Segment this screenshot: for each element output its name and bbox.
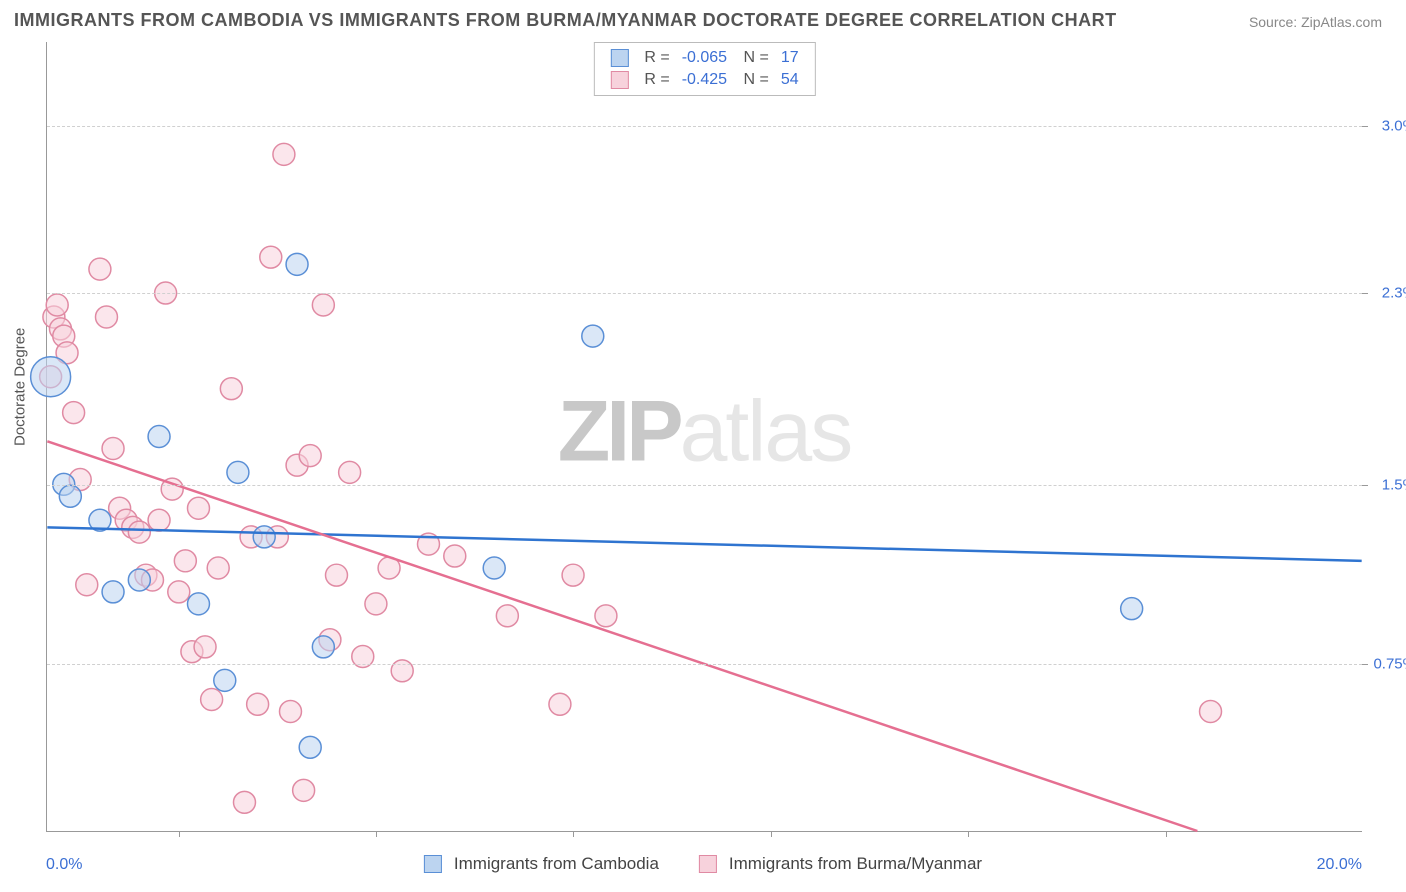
point-burma [46, 294, 68, 316]
n-value-cambodia: 17 [775, 47, 805, 69]
point-burma [339, 461, 361, 483]
y-tick-label: 2.3% [1382, 285, 1406, 302]
point-burma [326, 564, 348, 586]
point-burma [63, 402, 85, 424]
point-burma [233, 791, 255, 813]
point-burma [562, 564, 584, 586]
point-burma [89, 258, 111, 280]
chart-plot-area: ZIPatlas R = -0.065 N = 17 R = -0.425 N … [46, 42, 1362, 832]
point-cambodia [582, 325, 604, 347]
n-label: N = [733, 47, 775, 69]
point-burma [148, 509, 170, 531]
point-burma [102, 437, 124, 459]
point-burma [391, 660, 413, 682]
point-burma [168, 581, 190, 603]
gridline-h [47, 664, 1362, 665]
legend-item-burma: Immigrants from Burma/Myanmar [699, 854, 982, 874]
point-burma [194, 636, 216, 658]
legend-label-cambodia: Immigrants from Cambodia [454, 854, 659, 874]
point-burma [595, 605, 617, 627]
r-value-cambodia: -0.065 [676, 47, 733, 69]
point-burma [279, 700, 301, 722]
legend-row-cambodia: R = -0.065 N = 17 [604, 47, 804, 69]
point-cambodia [102, 581, 124, 603]
point-burma [260, 246, 282, 268]
point-cambodia [483, 557, 505, 579]
point-burma [247, 693, 269, 715]
point-cambodia [187, 593, 209, 615]
x-axis-min-label: 0.0% [46, 856, 82, 874]
n-label: N = [733, 69, 775, 91]
point-cambodia [1121, 598, 1143, 620]
point-cambodia [286, 253, 308, 275]
point-burma [549, 693, 571, 715]
point-burma [273, 143, 295, 165]
swatch-cambodia [610, 49, 628, 67]
point-cambodia [227, 461, 249, 483]
point-cambodia [148, 426, 170, 448]
plot-svg [47, 42, 1362, 831]
trendline-burma [47, 441, 1197, 831]
point-burma [76, 574, 98, 596]
gridline-h [47, 293, 1362, 294]
point-burma [128, 521, 150, 543]
point-cambodia [299, 736, 321, 758]
point-burma [299, 445, 321, 467]
y-tick-label: 1.5% [1382, 476, 1406, 493]
point-burma [312, 294, 334, 316]
point-burma [1200, 700, 1222, 722]
y-axis-title: Doctorate Degree [12, 328, 29, 446]
point-burma [174, 550, 196, 572]
swatch-burma-bottom [699, 855, 717, 873]
point-cambodia [312, 636, 334, 658]
r-value-burma: -0.425 [676, 69, 733, 91]
y-tick-label: 3.0% [1382, 117, 1406, 134]
legend-row-burma: R = -0.425 N = 54 [604, 69, 804, 91]
legend-label-burma: Immigrants from Burma/Myanmar [729, 854, 982, 874]
point-burma [207, 557, 229, 579]
point-burma [95, 306, 117, 328]
point-cambodia [128, 569, 150, 591]
gridline-h [47, 126, 1362, 127]
point-cambodia [59, 485, 81, 507]
point-burma [444, 545, 466, 567]
legend-item-cambodia: Immigrants from Cambodia [424, 854, 659, 874]
point-cambodia [253, 526, 275, 548]
x-axis-max-label: 20.0% [1317, 856, 1362, 874]
point-burma [496, 605, 518, 627]
point-cambodia [31, 357, 71, 397]
swatch-burma [610, 71, 628, 89]
r-label: R = [638, 69, 675, 91]
point-burma [220, 378, 242, 400]
y-tick-label: 0.75% [1373, 656, 1406, 673]
gridline-h [47, 485, 1362, 486]
series-legend: Immigrants from Cambodia Immigrants from… [424, 854, 982, 874]
source-label: Source: ZipAtlas.com [1249, 14, 1382, 30]
n-value-burma: 54 [775, 69, 805, 91]
correlation-legend: R = -0.065 N = 17 R = -0.425 N = 54 [593, 42, 815, 96]
point-cambodia [214, 669, 236, 691]
chart-title: IMMIGRANTS FROM CAMBODIA VS IMMIGRANTS F… [14, 10, 1117, 31]
point-burma [293, 779, 315, 801]
r-label: R = [638, 47, 675, 69]
point-burma [187, 497, 209, 519]
swatch-cambodia-bottom [424, 855, 442, 873]
point-burma [201, 689, 223, 711]
point-burma [365, 593, 387, 615]
